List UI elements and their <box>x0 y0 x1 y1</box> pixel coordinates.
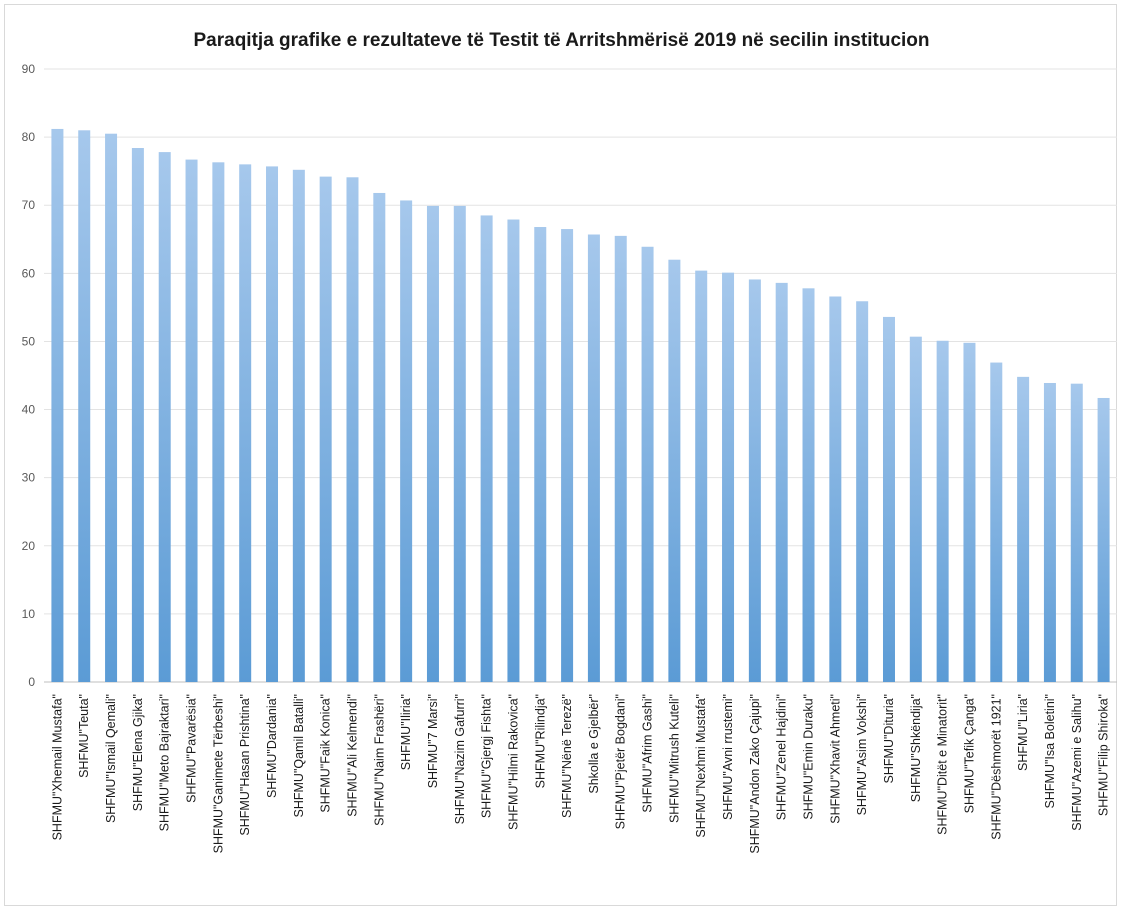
x-tick-label: SHFMU"Xhemail Mustafa" <box>50 694 64 840</box>
x-tick-label: SHFMU"Zenel Hajdini" <box>775 694 789 820</box>
bar <box>722 272 735 682</box>
x-tick-label: SHFMU"Dituria" <box>882 694 896 783</box>
bar <box>51 128 64 683</box>
x-tick-label: SHFMU"Faik Konica" <box>319 694 333 813</box>
y-tick-label: 10 <box>22 607 36 621</box>
y-tick-label: 70 <box>22 198 36 212</box>
chart-title: Paraqitja grafike e rezultateve të Testi… <box>193 30 930 51</box>
x-tick-label: SHFMU"Teuta" <box>77 694 91 778</box>
bar <box>346 177 359 682</box>
bar <box>748 279 761 682</box>
bar <box>829 296 842 682</box>
bar <box>534 227 547 683</box>
x-tick-label: SHFMU"Afrim Gashi" <box>641 694 655 813</box>
bar <box>561 229 574 683</box>
x-tick-label: SHFMU"Hilmi Rakovica" <box>506 694 520 830</box>
x-tick-label: SHFMU"Pjetër Bogdani" <box>614 694 628 829</box>
y-axis: 0 10 20 30 40 50 60 70 80 90 <box>22 62 36 689</box>
x-tick-label: SHFMU"Tefik Çanga" <box>962 694 976 813</box>
bar <box>641 246 654 682</box>
bar <box>292 169 305 682</box>
x-tick-label: SHFMU"Elena Gjika" <box>131 694 145 811</box>
x-tick-label: SHFMU"Pavarësia" <box>185 694 199 803</box>
bar <box>1017 376 1030 682</box>
bar <box>1097 397 1110 682</box>
bar <box>882 316 895 682</box>
bar <box>105 133 118 682</box>
x-tick-label: SHFMU"Rilindja" <box>533 694 547 788</box>
x-axis: SHFMU"Xhemail Mustafa" SHFMU"Teuta" SHFMU"… <box>50 694 1110 854</box>
x-tick-label: SHFMU"Ismail Qemali" <box>104 694 118 823</box>
bar <box>131 148 144 682</box>
bar <box>802 288 815 682</box>
x-tick-label: SHFMU"Dëshmorët 1921" <box>989 694 1003 840</box>
bar <box>507 219 520 682</box>
bar <box>668 259 681 682</box>
x-tick-label: SHFMU"Asim Vokshi" <box>855 694 869 815</box>
x-tick-label: SHFMU"Liria" <box>1016 694 1030 771</box>
bar <box>990 362 1003 682</box>
x-tick-label: SHFMU"Hasan Prishtina" <box>238 694 252 836</box>
bar <box>400 200 413 682</box>
bar <box>695 270 708 682</box>
x-tick-label: SHFMU"Gjergj Fishta" <box>480 694 494 818</box>
bar <box>614 235 627 682</box>
x-tick-label: SHFMU"Naim Frashëri" <box>372 694 386 826</box>
x-tick-label: SHFMU"Nënë Terezë" <box>560 694 574 818</box>
bar <box>158 152 171 682</box>
x-tick-label: SHFMU"Qamil Batalli" <box>292 694 306 817</box>
bar <box>856 301 869 682</box>
bar <box>587 234 600 682</box>
y-tick-label: 0 <box>28 675 35 689</box>
x-tick-label: SHFMU"Nazim Gafurri" <box>453 694 467 824</box>
x-tick-label: SHFMU"Dardania" <box>265 694 279 798</box>
y-tick-label: 50 <box>22 334 36 348</box>
bar <box>775 282 788 682</box>
y-tick-label: 20 <box>22 539 36 553</box>
bar <box>426 205 439 683</box>
y-tick-label: 90 <box>22 62 36 76</box>
bar <box>239 164 252 682</box>
bar <box>453 205 466 683</box>
x-tick-label: SHFMU"Ganimete Tërbeshi" <box>211 694 225 853</box>
bar <box>266 166 279 682</box>
bar <box>936 340 949 682</box>
x-tick-label: SHFMU"Shkëndija" <box>909 694 923 802</box>
x-tick-label: SHFMU"Mitrush Kuteli" <box>667 694 681 823</box>
x-tick-label: SHFMU"Xhavit Ahmeti" <box>828 694 842 824</box>
gridlines <box>44 68 1117 683</box>
bar <box>185 159 198 683</box>
x-tick-label: SHFMU"Emin Duraku" <box>802 694 816 820</box>
y-tick-label: 30 <box>22 471 36 485</box>
y-tick-label: 80 <box>22 130 36 144</box>
x-tick-label: SHFMU"Nexhmi Mustafa" <box>694 694 708 838</box>
x-tick-label: SHFMU"Isa Boletini" <box>1043 694 1057 808</box>
bars <box>51 128 1110 683</box>
x-tick-label: SHFMU"Avni rrustemi" <box>721 694 735 820</box>
bar <box>212 162 225 682</box>
bar <box>78 130 91 683</box>
y-tick-label: 60 <box>22 266 36 280</box>
x-tick-label: SHFMU"Iliria" <box>399 694 413 770</box>
x-tick-label: SHFMU"Ditët e Minatorit" <box>936 694 950 835</box>
x-tick-label: Shkolla e Gjelbër" <box>587 694 601 794</box>
bar <box>963 342 976 682</box>
bar <box>909 336 922 682</box>
bar <box>319 176 332 683</box>
bar <box>1043 382 1056 682</box>
bar <box>373 192 386 682</box>
bar <box>480 215 493 682</box>
bar <box>1070 383 1083 682</box>
x-tick-label: SHFMU"Ali Kelmendi" <box>345 694 359 817</box>
x-tick-label: SHFMU"Azemi e Salihu" <box>1070 694 1084 831</box>
x-tick-label: SHFMU"7 Marsi" <box>426 694 440 788</box>
x-tick-label: SHFMU"Meto Bajraktari" <box>158 694 172 831</box>
x-tick-label: SHFMU"Andon Zako Çajupi" <box>748 694 762 854</box>
y-tick-label: 40 <box>22 403 36 417</box>
x-tick-label: SHFMU"Filip Shiroka" <box>1097 694 1111 816</box>
